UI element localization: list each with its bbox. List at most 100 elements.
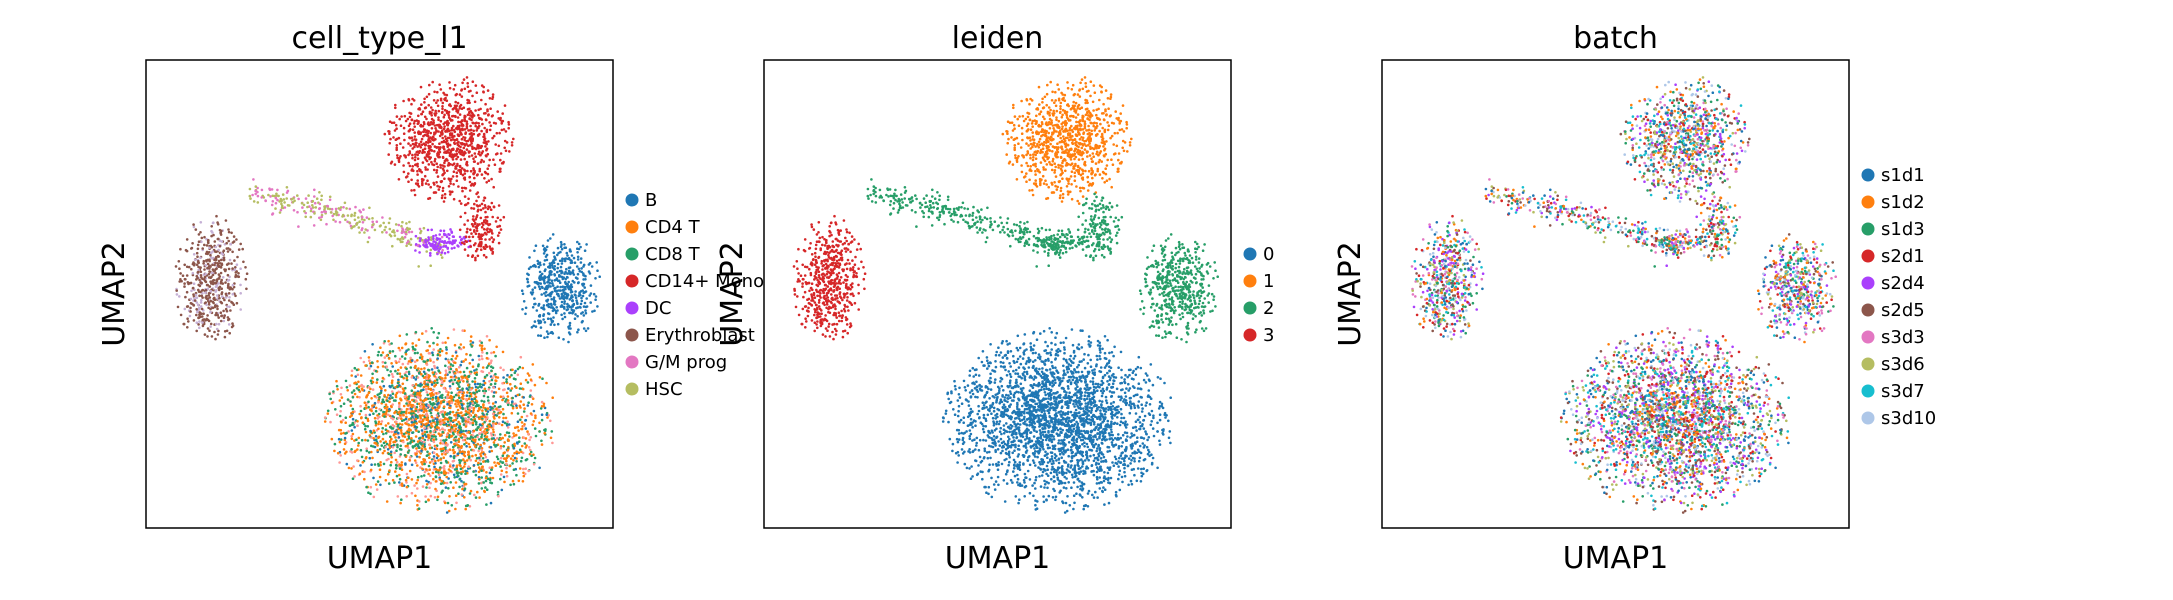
scatter-point bbox=[445, 433, 449, 437]
scatter-point bbox=[226, 273, 230, 277]
scatter-point bbox=[448, 233, 451, 237]
scatter-point bbox=[582, 272, 585, 275]
scatter-point bbox=[420, 143, 424, 146]
scatter-point bbox=[365, 456, 368, 459]
scatter-point bbox=[512, 432, 515, 435]
scatter-point bbox=[562, 338, 565, 341]
scatter-point bbox=[427, 472, 430, 476]
scatter-point bbox=[549, 323, 553, 326]
scatter-point bbox=[492, 158, 495, 161]
scatter-point bbox=[190, 267, 193, 271]
scatter-point bbox=[455, 381, 459, 385]
scatter-point bbox=[215, 289, 218, 292]
scatter-point bbox=[409, 144, 412, 147]
scatter-point bbox=[453, 246, 456, 250]
scatter-point bbox=[407, 180, 410, 183]
scatter-point bbox=[444, 135, 447, 138]
scatter-point bbox=[198, 311, 201, 314]
scatter-point bbox=[413, 135, 417, 138]
scatter-point bbox=[398, 334, 402, 338]
scatter-point bbox=[494, 354, 497, 358]
scatter-point bbox=[424, 329, 428, 333]
scatter-point bbox=[351, 421, 355, 425]
scatter-point bbox=[446, 420, 450, 423]
scatter-point bbox=[497, 462, 501, 466]
scatter-point bbox=[485, 147, 489, 151]
scatter-point bbox=[558, 269, 562, 273]
scatter-point bbox=[200, 289, 204, 292]
scatter-point bbox=[219, 300, 223, 304]
scatter-point bbox=[467, 90, 471, 93]
scatter-point bbox=[459, 158, 463, 161]
scatter-point bbox=[442, 456, 446, 460]
scatter-point bbox=[450, 401, 454, 405]
scatter-point bbox=[397, 416, 400, 420]
scatter-point bbox=[502, 128, 506, 131]
scatter-point bbox=[537, 265, 541, 269]
scatter-point bbox=[451, 375, 455, 379]
scatter-point bbox=[420, 442, 423, 446]
scatter-point bbox=[584, 278, 587, 281]
scatter-point bbox=[492, 185, 496, 189]
scatter-point bbox=[231, 283, 235, 287]
scatter-point bbox=[407, 407, 411, 411]
scatter-point bbox=[360, 215, 364, 219]
scatter-point bbox=[464, 472, 467, 476]
scatter-point bbox=[454, 439, 457, 442]
scatter-point bbox=[501, 350, 505, 354]
scatter-point bbox=[185, 290, 189, 294]
scatter-point bbox=[549, 285, 552, 288]
scatter-point bbox=[440, 251, 444, 254]
scatter-point bbox=[398, 117, 402, 121]
scatter-point bbox=[443, 97, 446, 101]
scatter-point bbox=[459, 450, 462, 454]
scatter-point bbox=[208, 329, 211, 333]
scatter-point bbox=[365, 216, 369, 219]
scatter-point bbox=[565, 251, 569, 255]
scatter-point bbox=[511, 479, 515, 483]
scatter-point bbox=[480, 435, 483, 439]
scatter-point bbox=[530, 293, 534, 296]
scatter-point bbox=[412, 439, 416, 443]
scatter-point bbox=[377, 350, 381, 354]
scatter-point bbox=[448, 385, 452, 388]
scatter-point bbox=[556, 322, 560, 326]
scatter-point bbox=[404, 342, 408, 345]
scatter-point bbox=[443, 125, 446, 128]
scatter-point bbox=[450, 148, 454, 151]
scatter-point bbox=[563, 307, 566, 310]
scatter-point bbox=[445, 351, 448, 355]
scatter-point bbox=[364, 416, 368, 420]
scatter-point bbox=[430, 435, 434, 438]
scatter-point bbox=[482, 90, 485, 93]
scatter-point bbox=[429, 481, 432, 485]
scatter-point bbox=[370, 463, 373, 467]
scatter-point bbox=[469, 339, 473, 343]
scatter-point bbox=[208, 285, 212, 288]
scatter-point bbox=[466, 405, 469, 408]
scatter-point bbox=[464, 504, 468, 508]
scatter-point bbox=[399, 444, 403, 448]
scatter-point bbox=[563, 292, 567, 295]
scatter-point bbox=[402, 164, 405, 167]
scatter-point bbox=[584, 329, 588, 333]
scatter-point bbox=[583, 249, 587, 252]
scatter-point bbox=[397, 436, 401, 439]
scatter-point bbox=[445, 438, 448, 442]
scatter-point bbox=[434, 462, 437, 465]
scatter-point bbox=[477, 122, 481, 125]
scatter-point bbox=[401, 387, 405, 391]
scatter-point bbox=[447, 509, 451, 513]
scatter-point bbox=[214, 258, 218, 262]
scatter-point bbox=[537, 334, 540, 337]
scatter-point bbox=[339, 206, 343, 209]
scatter-point bbox=[520, 427, 524, 431]
scatter-point bbox=[404, 478, 408, 482]
scatter-point bbox=[185, 238, 189, 241]
scatter-point bbox=[515, 460, 518, 463]
scatter-point bbox=[309, 215, 313, 219]
scatter-point bbox=[480, 448, 484, 452]
scatter-point bbox=[394, 369, 397, 373]
scatter-point bbox=[201, 247, 204, 250]
scatter-point bbox=[271, 194, 275, 198]
